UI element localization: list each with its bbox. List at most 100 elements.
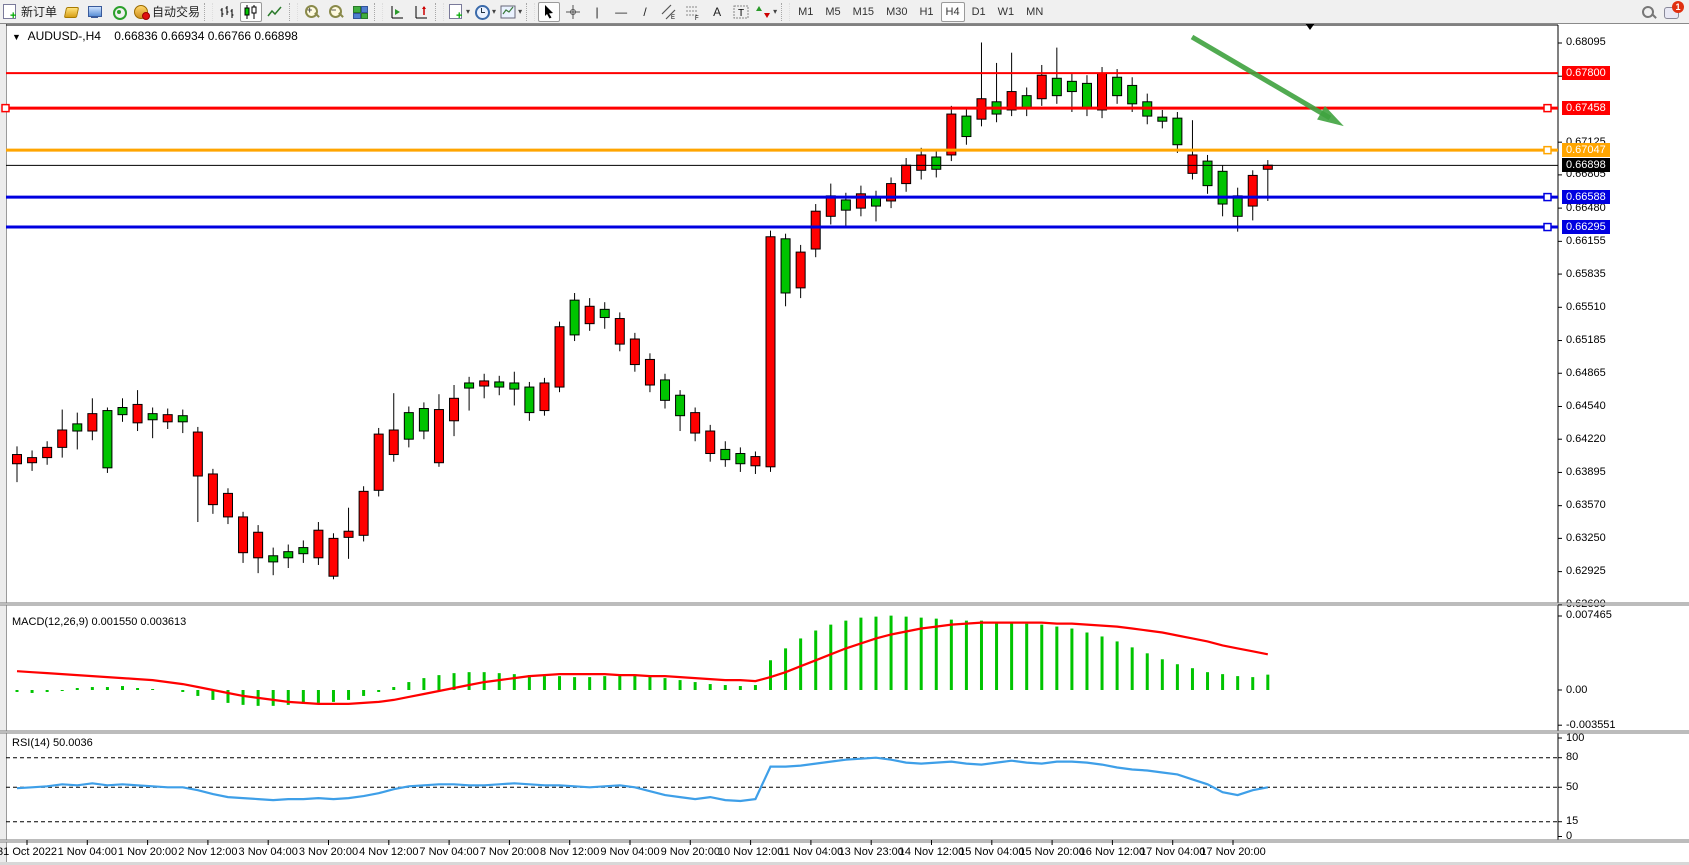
- toolbar-grip: [289, 2, 299, 21]
- timeframe-m30-button[interactable]: M30: [886, 5, 908, 18]
- chevron-down-icon: ▾: [518, 7, 523, 16]
- signals-button[interactable]: [108, 2, 130, 22]
- notifications-button[interactable]: 1: [1661, 0, 1684, 22]
- timeframe-mn-button[interactable]: MN: [1026, 5, 1044, 18]
- zoom-out-button[interactable]: −: [325, 2, 347, 22]
- terminal-button[interactable]: [84, 2, 106, 22]
- bar-chart-icon: [220, 5, 234, 18]
- candlestick-chart-icon: [244, 4, 257, 19]
- time-axis-label: 9 Nov 04:00: [600, 846, 660, 858]
- chart-shift-button[interactable]: [410, 2, 432, 22]
- trendline-tool-button[interactable]: /: [634, 2, 656, 22]
- symbol-period-label: AUDUSD-,H4: [27, 29, 101, 43]
- zoom-out-icon: −: [328, 4, 344, 20]
- window-left-border: [0, 24, 7, 862]
- collapse-triangle-icon[interactable]: ▼: [12, 32, 21, 42]
- time-axis-label: 14 Nov 12:00: [898, 846, 965, 858]
- timeframe-m5-button[interactable]: M5: [825, 5, 841, 18]
- price-line-badge: 0.67800: [1562, 66, 1610, 81]
- price-tick-label: 0.63895: [1566, 465, 1606, 478]
- toolbar-grip: [204, 2, 214, 21]
- cursor-tool-button[interactable]: [538, 1, 561, 22]
- line-chart-icon: [267, 6, 282, 16]
- clock-icon: [474, 4, 491, 20]
- new-order-icon: +: [2, 3, 18, 21]
- new-order-button[interactable]: + 新订单: [1, 2, 58, 22]
- line-chart-button[interactable]: [264, 2, 286, 22]
- horizontal-line-icon: —: [615, 4, 628, 19]
- channel-tool-button[interactable]: E: [658, 2, 680, 22]
- time-axis-label: 13 Nov 23:00: [838, 846, 904, 858]
- market-watch-icon: [63, 4, 80, 20]
- price-line-badge: 0.66588: [1562, 190, 1610, 205]
- templates-icon: [500, 5, 516, 18]
- text-tool-button[interactable]: A: [706, 2, 728, 22]
- indicators-icon: +: [448, 3, 464, 21]
- tile-windows-icon: [352, 4, 369, 20]
- timeframe-bar: M1 M5 M15 M30 H1 H4 D1 W1 MN: [792, 1, 1049, 22]
- market-watch-button[interactable]: [60, 2, 82, 22]
- timeframe-m15-button[interactable]: M15: [852, 5, 875, 18]
- zoom-in-button[interactable]: +: [301, 2, 323, 22]
- time-axis-label: 3 Nov 04:00: [238, 846, 298, 858]
- time-axis-label: 15 Nov 04:00: [959, 846, 1025, 858]
- ohlc-values-label: 0.66836 0.66934 0.66766 0.66898: [114, 29, 298, 43]
- signals-icon: [111, 4, 128, 20]
- auto-scroll-button[interactable]: [386, 2, 408, 22]
- toolbar-grip: [526, 2, 536, 21]
- chart-shift-icon: [415, 5, 428, 18]
- chevron-down-icon: ▾: [773, 7, 778, 16]
- horizontal-line-tool-button[interactable]: —: [610, 2, 632, 22]
- chevron-down-icon: ▾: [466, 7, 471, 16]
- window-bottom-border: [0, 862, 1689, 865]
- new-order-label: 新订单: [21, 5, 58, 19]
- cursor-icon: [545, 4, 554, 18]
- arrows-tool-button[interactable]: ▾: [754, 2, 778, 22]
- time-axis-label: 17 Nov 04:00: [1139, 846, 1206, 858]
- search-button[interactable]: [1637, 2, 1659, 22]
- auto-trading-icon: [133, 4, 151, 20]
- toolbar-grip: [374, 2, 384, 21]
- time-axis-label: 3 Nov 20:00: [298, 846, 359, 858]
- text-label-tool-button[interactable]: T: [730, 2, 752, 22]
- vertical-line-icon: |: [595, 4, 599, 19]
- timeframe-m1-button[interactable]: M1: [798, 5, 814, 18]
- zoom-in-icon: +: [304, 4, 320, 20]
- price-tick-label: 0.65185: [1566, 334, 1606, 347]
- chart-window[interactable]: [0, 24, 1689, 865]
- indicators-button[interactable]: + ▾: [447, 2, 471, 22]
- toolbar-grip: [781, 2, 791, 21]
- time-axis-label: 2 Nov 12:00: [178, 846, 238, 858]
- bar-chart-button[interactable]: [216, 2, 238, 22]
- time-axis-label: 1 Nov 04:00: [57, 846, 117, 858]
- time-axis-label: 16 Nov 12:00: [1079, 846, 1146, 858]
- timeframe-d1-button[interactable]: D1: [971, 5, 986, 18]
- auto-trading-button[interactable]: 自动交易: [132, 2, 201, 22]
- timeframe-h1-button[interactable]: H1: [919, 5, 934, 18]
- templates-button[interactable]: ▾: [499, 2, 523, 22]
- tile-windows-button[interactable]: [349, 2, 371, 22]
- fibonacci-tool-button[interactable]: F: [682, 2, 704, 22]
- crosshair-tool-button[interactable]: [562, 2, 584, 22]
- time-axis-label: 31 Oct 2022: [0, 846, 57, 858]
- price-line-badge: 0.67458: [1562, 101, 1610, 116]
- macd-tick-label: -0.003551: [1566, 718, 1616, 731]
- candlestick-chart-button[interactable]: [240, 1, 263, 22]
- price-tick-label: 0.64540: [1566, 399, 1606, 412]
- time-axis-label: 7 Nov 20:00: [479, 846, 540, 858]
- timeframe-w1-button[interactable]: W1: [997, 5, 1015, 18]
- vertical-line-tool-button[interactable]: |: [586, 2, 608, 22]
- time-axis-label: 7 Nov 04:00: [419, 846, 479, 858]
- text-icon: A: [713, 4, 722, 19]
- text-label-icon: T: [733, 5, 749, 19]
- time-axis-label: 1 Nov 20:00: [117, 846, 178, 858]
- timeframe-h4-button[interactable]: H4: [940, 1, 965, 22]
- periods-button[interactable]: ▾: [473, 2, 497, 22]
- price-tick-label: 0.66155: [1566, 234, 1606, 247]
- time-axis-label: 9 Nov 20:00: [660, 846, 720, 858]
- notification-badge: 1: [1672, 0, 1684, 13]
- time-axis-label: 15 Nov 20:00: [1019, 846, 1085, 858]
- price-tick-label: 0.62925: [1566, 565, 1606, 578]
- price-tick-label: 0.64865: [1566, 366, 1606, 379]
